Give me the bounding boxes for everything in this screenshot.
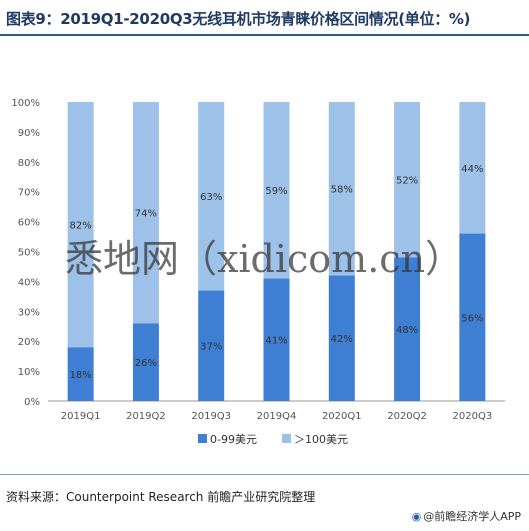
bar-segment-low (132, 323, 159, 401)
source-note: 资料来源：Counterpoint Research 前瞻产业研究院整理 (6, 490, 316, 504)
y-tick-label: 50% (18, 248, 40, 259)
x-tick-label: 2020Q2 (387, 411, 427, 422)
stacked-bar-chart: 0% 10% 20% 30% 40% 50% 60% 70% 80% 90% 100% 18% 82%… (11, 98, 505, 446)
y-tick-label: 60% (18, 218, 40, 229)
legend-swatch (282, 434, 291, 443)
bar-segment-high (263, 102, 290, 279)
x-tick-label: 2019Q4 (257, 411, 297, 422)
x-tick-label: 2019Q1 (61, 411, 101, 422)
bar-data-label: 52% (396, 176, 418, 187)
y-tick-label: 30% (18, 307, 40, 318)
bar-data-label: 74% (135, 209, 157, 220)
y-tick-label: 40% (18, 277, 40, 288)
bar-segment-low (328, 275, 355, 401)
legend-swatch (198, 434, 207, 443)
bar-segment-high (132, 102, 159, 324)
chart-legend: 0-99美元 ＞100美元 (198, 433, 348, 446)
bar-segment-high (394, 102, 421, 258)
watermark-text: 悉地网（xidicom.cn） (65, 237, 463, 281)
bar-segment-low (67, 347, 94, 401)
bar-segment-low (394, 257, 421, 401)
bar-data-label: 44% (461, 164, 483, 175)
y-axis-ticks: 0% 10% 20% 30% 40% 50% 60% 70% 80% 90% 100% (11, 98, 40, 408)
bar-series: 18% 82% 26% 74% 37% 63% 41% 59% 42% 58% 48% 52% 56% 4… (67, 102, 486, 401)
x-tick-label: 2020Q1 (322, 411, 362, 422)
bar-data-label: 48% (396, 325, 418, 336)
y-tick-label: 10% (18, 367, 40, 378)
chart-title: 图表9：2019Q1-2020Q3无线耳机市场青睐价格区间情况(单位：%) (6, 10, 471, 28)
bar-data-label: 37% (200, 342, 222, 353)
bar-segment-high (67, 102, 94, 348)
footer-divider (0, 474, 529, 475)
y-tick-label: 20% (18, 337, 40, 348)
bar-segment-low (198, 290, 225, 401)
bar-data-label: 42% (331, 334, 353, 345)
x-axis-ticks: 2019Q1 2019Q2 2019Q3 2019Q4 2020Q1 2020Q2 2020… (61, 411, 492, 422)
brand-logo-icon: ◉ (411, 510, 422, 523)
x-tick-label: 2019Q2 (126, 411, 166, 422)
bar-segment-high (198, 102, 225, 291)
x-tick-label: 2019Q3 (191, 411, 231, 422)
bar-data-label: 82% (70, 221, 92, 232)
y-tick-label: 0% (24, 397, 40, 408)
y-tick-label: 100% (11, 98, 40, 109)
bar-segment-high (328, 102, 355, 276)
bar-data-label: 56% (461, 313, 483, 324)
legend-label: ＞100美元 (294, 433, 348, 446)
bar-segment-low (263, 278, 290, 401)
title-divider (0, 34, 529, 36)
y-tick-label: 70% (18, 188, 40, 199)
bar-data-label: 59% (265, 186, 287, 197)
y-tick-label: 90% (18, 128, 40, 139)
bar-data-label: 18% (70, 370, 92, 381)
bar-segment-low (459, 233, 486, 401)
x-tick-label: 2020Q3 (453, 411, 493, 422)
bar-data-label: 63% (200, 192, 222, 203)
bar-data-label: 41% (265, 336, 287, 347)
bar-segment-high (459, 102, 486, 234)
legend-label: 0-99美元 (210, 433, 257, 446)
brand-name: @前瞻经济学人APP (423, 510, 521, 523)
y-tick-label: 80% (18, 158, 40, 169)
bar-data-label: 58% (331, 185, 353, 196)
bar-data-label: 26% (135, 358, 157, 369)
brand-credit: ◉ @前瞻经济学人APP (412, 508, 521, 524)
